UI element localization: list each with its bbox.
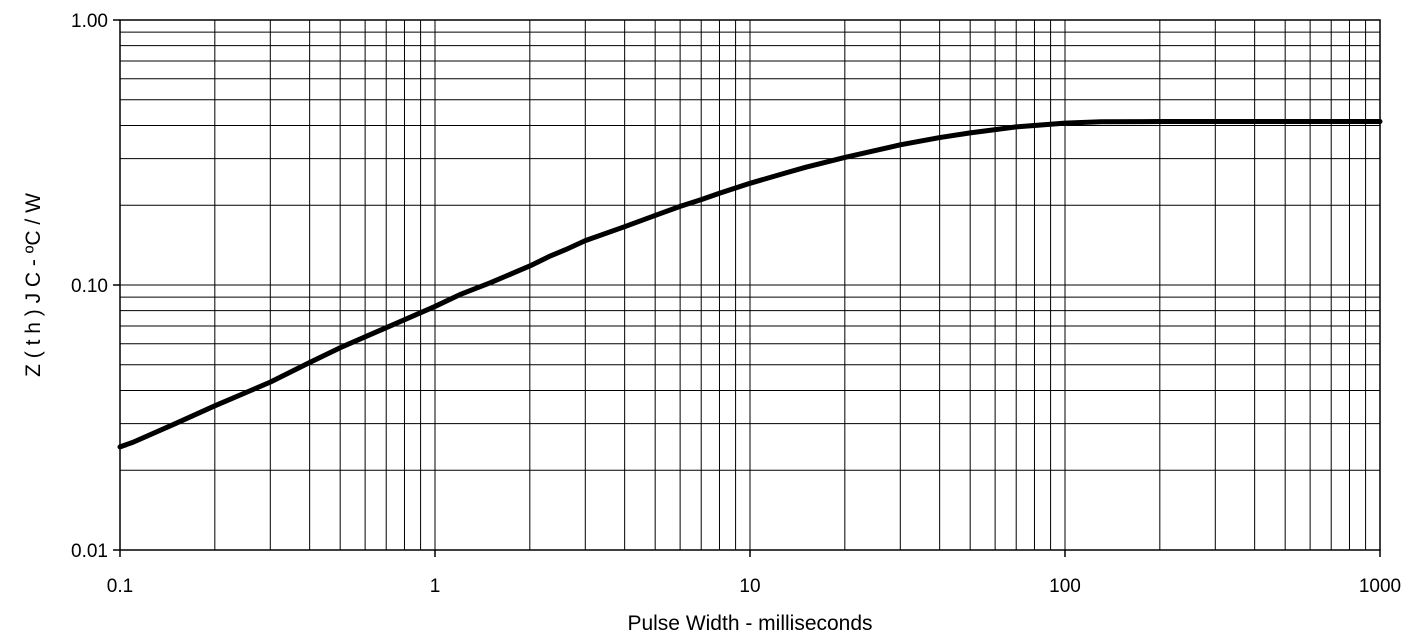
- x-axis-title: Pulse Width - milliseconds: [627, 612, 872, 635]
- grid-lines: [120, 20, 1380, 550]
- y-tick-label: 1.00: [71, 11, 108, 32]
- x-tick-label: 100: [1049, 576, 1081, 597]
- y-tick-labels: 0.01 0.10 1.00: [71, 11, 120, 562]
- y-tick-label: 0.10: [71, 276, 108, 297]
- y-tick-label: 0.01: [71, 541, 108, 562]
- y-axis-title: Z ( t h ) J C - ºC / W: [22, 193, 45, 377]
- x-tick-label: 1: [430, 576, 441, 597]
- x-tick-label: 10: [739, 576, 760, 597]
- x-tick-labels: 0.1 1 10 100 1000: [107, 550, 1401, 597]
- x-tick-label: 1000: [1359, 576, 1401, 597]
- x-tick-label: 0.1: [107, 576, 133, 597]
- series-line: [117, 118, 1383, 450]
